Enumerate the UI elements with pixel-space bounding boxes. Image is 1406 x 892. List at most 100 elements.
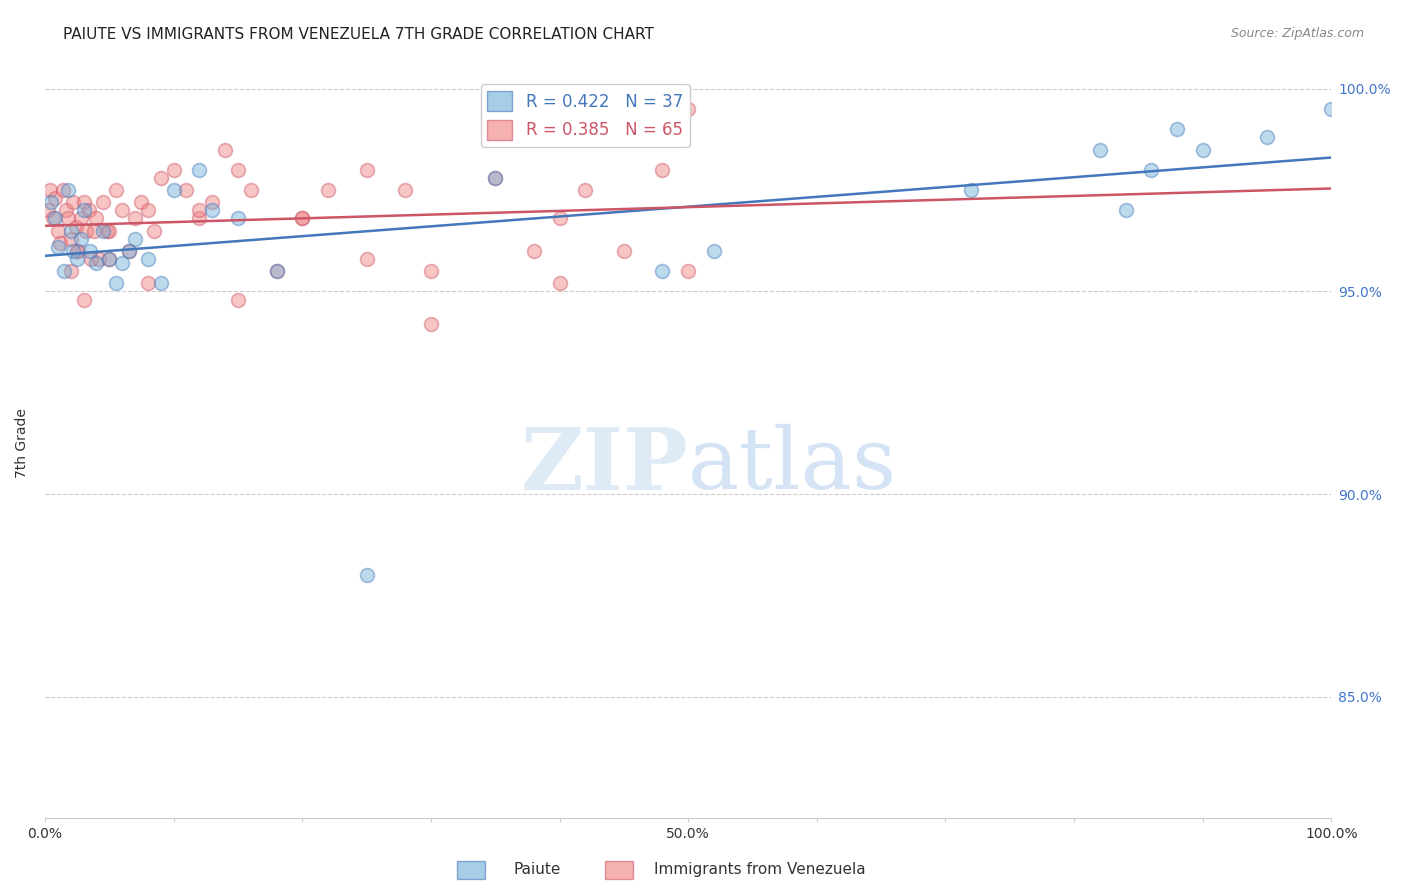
Point [676, 102, 699, 116]
Text: Source: ZipAtlas.com: Source: ZipAtlas.com [1230, 27, 1364, 40]
Point [111, 256, 134, 270]
Point [104, 277, 127, 291]
Point [55, 203, 77, 218]
Point [394, 183, 416, 197]
Point [226, 162, 249, 177]
Point [651, 162, 673, 177]
Point [1140, 162, 1163, 177]
Point [149, 170, 172, 185]
Point [316, 183, 339, 197]
Point [66, 252, 89, 266]
Point [676, 264, 699, 278]
Point [86, 211, 108, 226]
Point [91, 224, 114, 238]
Point [266, 264, 288, 278]
Point [104, 183, 127, 197]
Point [131, 195, 153, 210]
Point [960, 183, 983, 197]
Point [1166, 122, 1188, 136]
Point [70, 211, 93, 226]
Point [201, 203, 224, 218]
Point [44, 191, 66, 205]
Point [37, 203, 59, 218]
Point [59, 224, 82, 238]
Point [201, 195, 224, 210]
Point [67, 244, 90, 258]
Point [44, 211, 66, 226]
Point [98, 252, 121, 266]
Point [77, 203, 100, 218]
Point [75, 224, 97, 238]
Point [1191, 143, 1213, 157]
Point [52, 183, 75, 197]
Point [419, 264, 441, 278]
Point [188, 162, 211, 177]
Point [62, 195, 84, 210]
Point [149, 277, 172, 291]
Point [86, 256, 108, 270]
Point [291, 211, 314, 226]
Point [41, 211, 63, 226]
Text: atlas: atlas [688, 425, 897, 508]
Point [613, 244, 636, 258]
Point [548, 211, 571, 226]
Point [117, 244, 139, 258]
Point [98, 224, 121, 238]
Point [98, 252, 121, 266]
Y-axis label: 7th Grade: 7th Grade [15, 409, 30, 478]
Legend: R = 0.422   N = 37, R = 0.385   N = 65: R = 0.422 N = 37, R = 0.385 N = 65 [481, 85, 690, 146]
Point [39, 183, 62, 197]
Point [356, 162, 378, 177]
Point [56, 211, 79, 226]
Point [176, 183, 198, 197]
Point [136, 252, 159, 266]
Point [72, 293, 94, 307]
Point [548, 277, 571, 291]
Point [419, 317, 441, 331]
Point [56, 183, 79, 197]
Point [613, 122, 636, 136]
Point [523, 244, 546, 258]
Point [66, 244, 89, 258]
Point [1320, 102, 1343, 116]
Point [79, 244, 101, 258]
Text: PAIUTE VS IMMIGRANTS FROM VENEZUELA 7TH GRADE CORRELATION CHART: PAIUTE VS IMMIGRANTS FROM VENEZUELA 7TH … [63, 27, 654, 42]
Point [291, 211, 314, 226]
Point [188, 203, 211, 218]
Point [117, 244, 139, 258]
Point [136, 277, 159, 291]
Point [70, 232, 93, 246]
Point [226, 293, 249, 307]
Point [59, 232, 82, 246]
Point [1256, 130, 1278, 145]
Point [49, 235, 72, 250]
Text: Immigrants from Venezuela: Immigrants from Venezuela [654, 863, 866, 877]
Point [80, 252, 103, 266]
Point [124, 211, 146, 226]
Point [72, 195, 94, 210]
Point [226, 211, 249, 226]
Point [703, 244, 725, 258]
Point [62, 244, 84, 258]
Point [651, 264, 673, 278]
Text: Paiute: Paiute [513, 863, 561, 877]
Point [188, 211, 211, 226]
Point [96, 224, 118, 238]
Point [143, 224, 166, 238]
Point [356, 252, 378, 266]
Point [162, 183, 184, 197]
Point [136, 203, 159, 218]
Point [574, 183, 596, 197]
Point [484, 170, 506, 185]
Point [162, 162, 184, 177]
Point [65, 219, 87, 234]
Point [87, 252, 110, 266]
Point [484, 170, 506, 185]
Point [83, 224, 105, 238]
Point [72, 203, 94, 218]
Point [46, 224, 69, 238]
Point [124, 232, 146, 246]
Point [59, 264, 82, 278]
Point [91, 195, 114, 210]
Point [46, 240, 69, 254]
